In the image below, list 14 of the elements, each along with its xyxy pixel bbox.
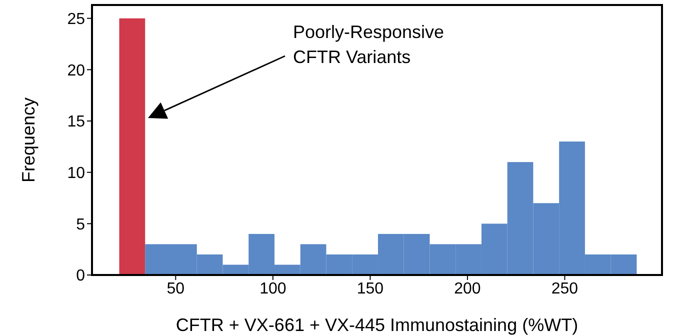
y-tick-label: 5	[76, 216, 86, 234]
x-tick-label: 100	[260, 280, 286, 298]
x-tick-label: 200	[454, 280, 481, 298]
y-tick-label: 15	[67, 114, 86, 131]
x-axis-title: CFTR + VX-661 + VX-445 Immunostaining (%WT)	[176, 315, 578, 335]
x-tick-label: 250	[551, 280, 578, 298]
y-tick-label: 20	[67, 62, 86, 80]
x-tick-label: 150	[356, 280, 384, 298]
y-tick-label: 10	[67, 165, 86, 182]
x-tick-label: 50	[166, 280, 185, 298]
annotation: Poorly-Responsive CFTR Variants	[293, 22, 444, 67]
y-axis-title: Frequency	[18, 97, 38, 183]
y-tick-label: 25	[67, 11, 86, 28]
y-tick-label: 0	[76, 268, 86, 285]
